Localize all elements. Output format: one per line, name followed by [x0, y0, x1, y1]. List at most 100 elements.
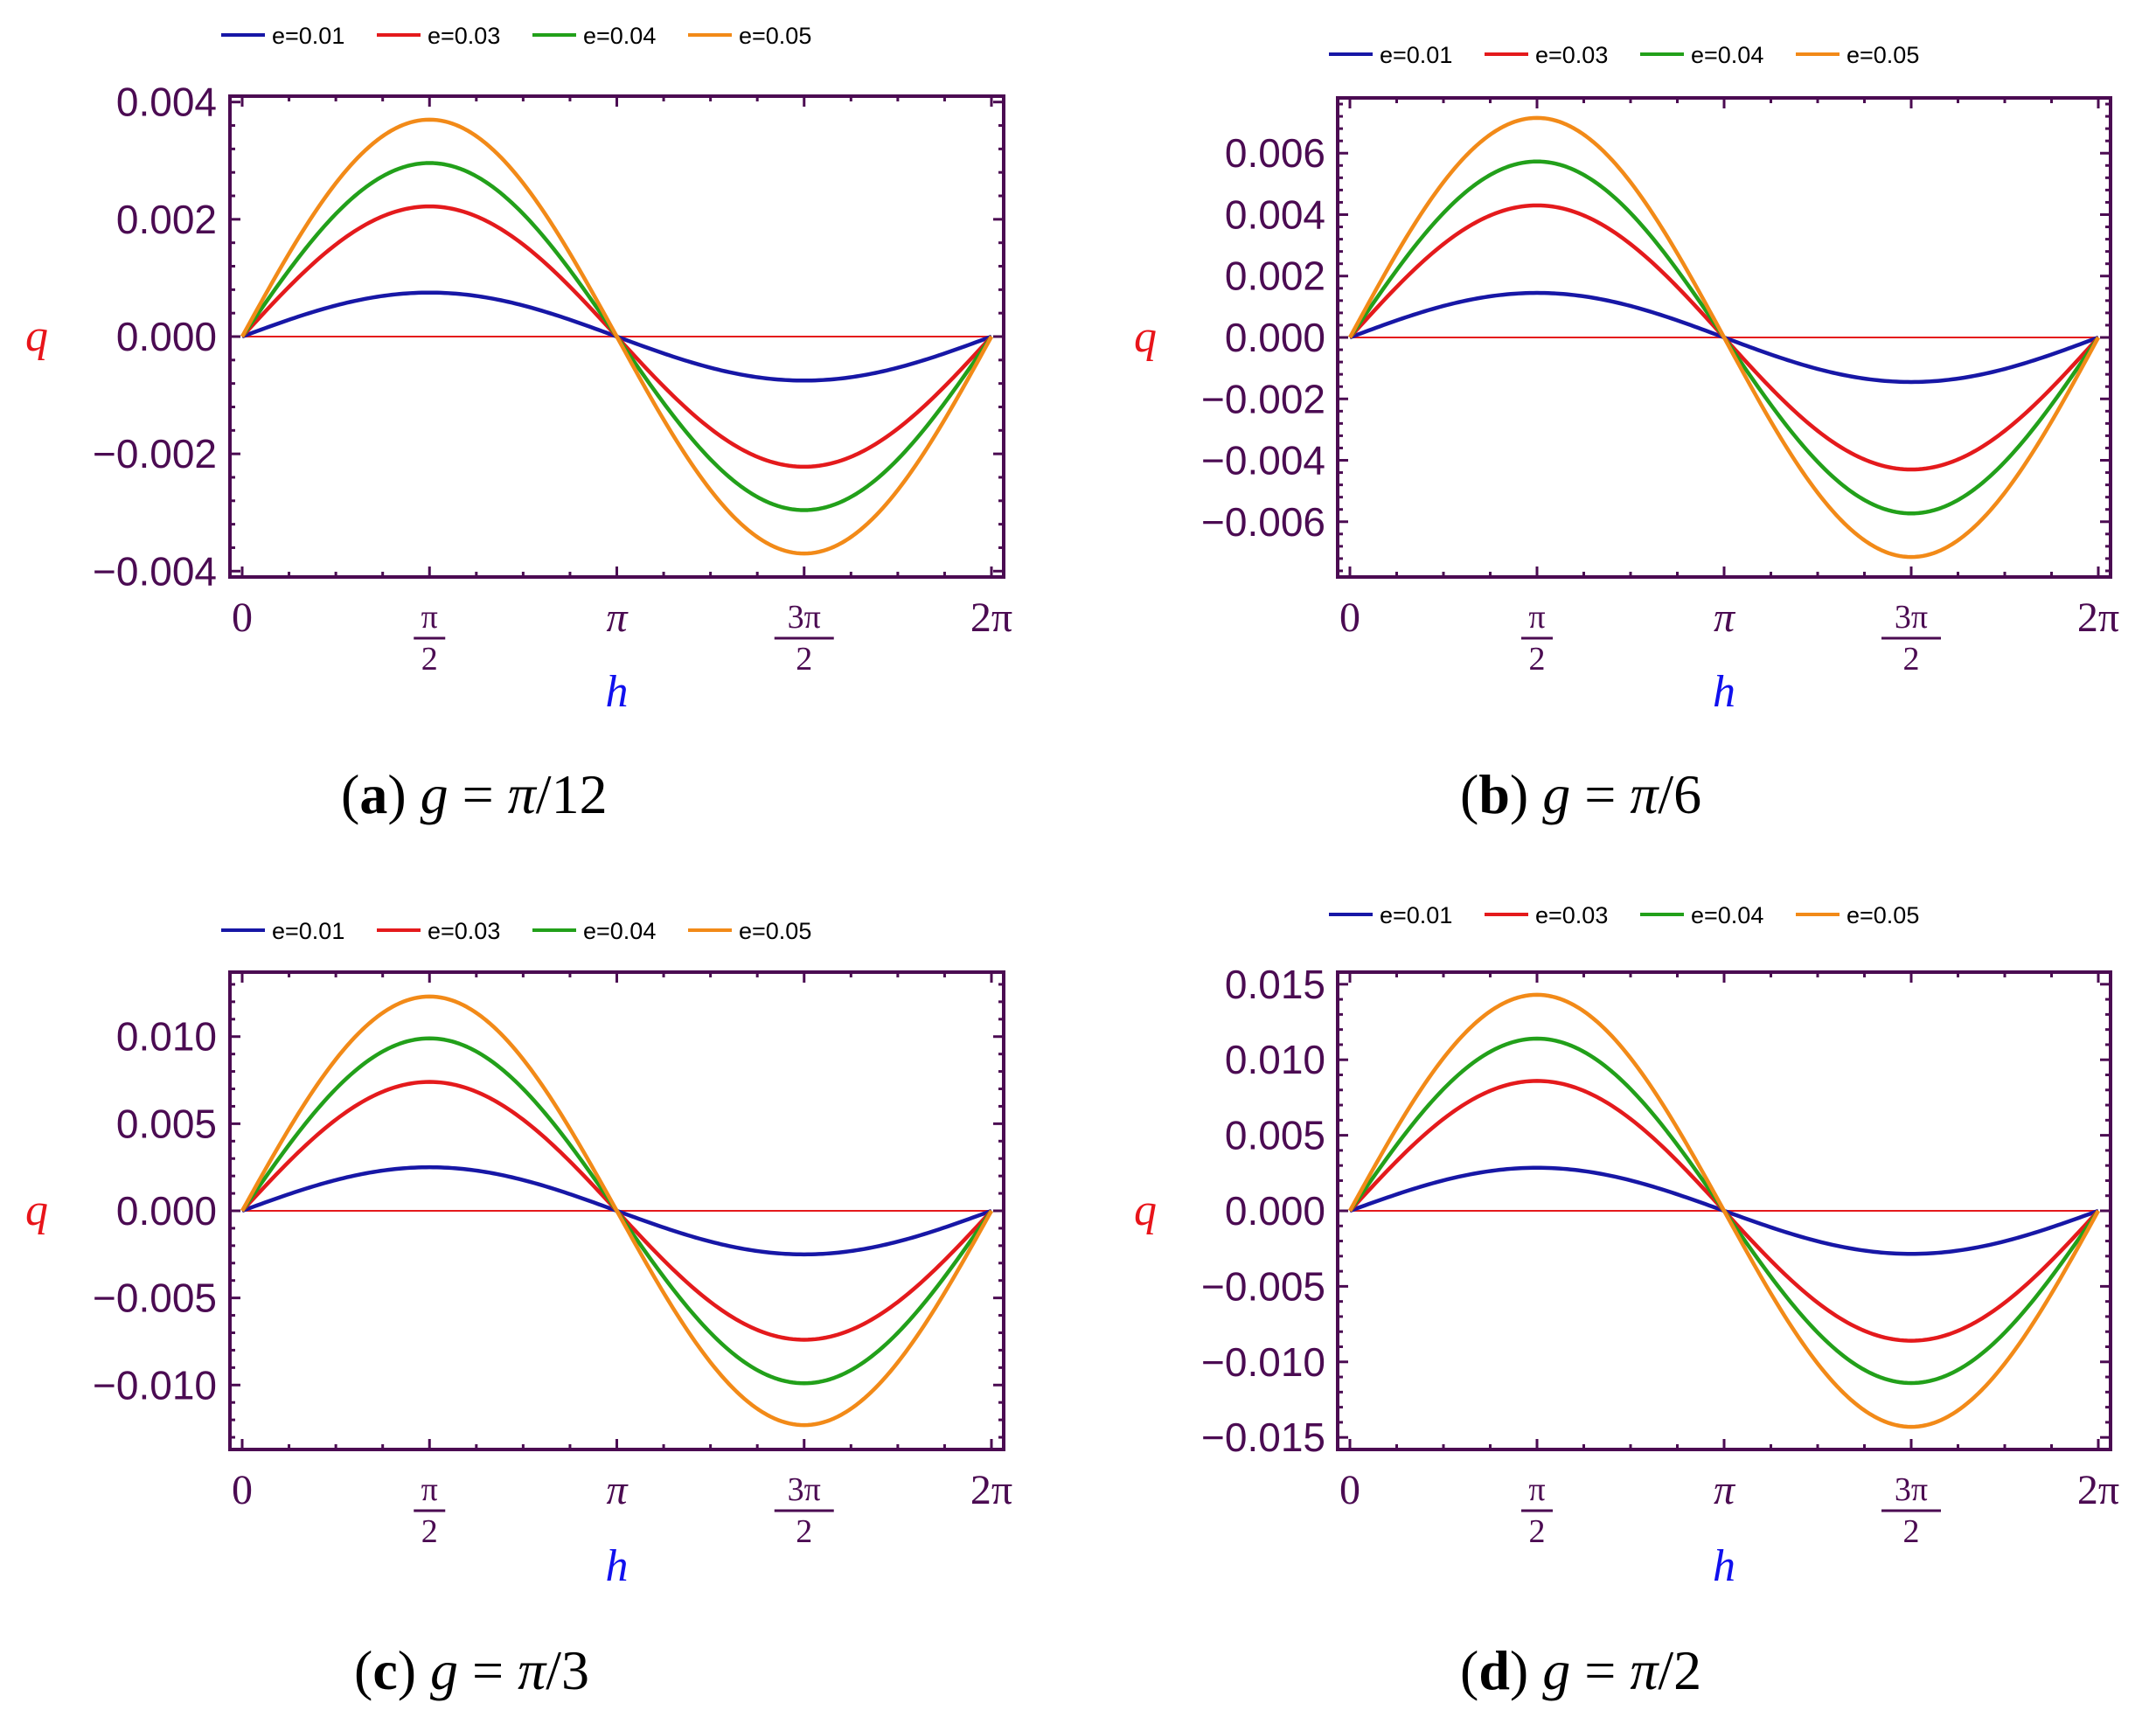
y-axis-label: q: [25, 1185, 48, 1235]
legend-label: e=0.03: [1535, 902, 1608, 928]
x-tick-label-fraction: π2: [1521, 599, 1553, 678]
x-tick-label-fraction: 3π2: [774, 599, 834, 678]
x-tick-label: π: [606, 594, 629, 641]
x-tick-label-denominator: 2: [1903, 641, 1920, 678]
legend-label: e=0.03: [1535, 42, 1608, 68]
x-tick-label-fraction: π2: [414, 599, 446, 678]
x-axis-label: h: [606, 667, 629, 717]
y-tick-label: 0.004: [1225, 191, 1325, 237]
y-tick-label: −0.010: [93, 1362, 217, 1408]
y-tick-label: −0.004: [1201, 438, 1325, 483]
x-tick-label-denominator: 2: [421, 1513, 438, 1550]
x-tick-label-numerator: 3π: [788, 599, 821, 636]
x-tick-label: 0: [232, 594, 253, 641]
x-tick-label-numerator: π: [421, 1471, 438, 1508]
x-tick-label: 2π: [2077, 594, 2119, 641]
x-tick-label-numerator: 3π: [788, 1471, 821, 1508]
x-tick-label-denominator: 2: [1903, 1513, 1920, 1550]
x-tick-label-fraction: π2: [1521, 1471, 1553, 1550]
legend-label: e=0.01: [272, 918, 344, 944]
x-tick-label: π: [1714, 594, 1736, 641]
y-tick-label: 0.015: [1225, 962, 1325, 1007]
y-axis-label: q: [1134, 1185, 1157, 1235]
x-axis-label: h: [1713, 667, 1735, 717]
panel-caption: (d) g = π/2: [1460, 1639, 1701, 1701]
y-tick-label: 0.000: [1225, 315, 1325, 360]
x-tick-label: 2π: [970, 594, 1012, 641]
legend: e=0.01 e=0.03 e=0.04 e=0.05: [221, 23, 811, 49]
x-axis-label: h: [1713, 1541, 1735, 1591]
legend: e=0.01 e=0.03 e=0.04 e=0.05: [221, 918, 811, 944]
x-tick-label: π: [606, 1467, 629, 1513]
y-tick-label: 0.000: [116, 314, 217, 359]
legend-label: e=0.04: [1691, 902, 1763, 928]
legend-label: e=0.05: [739, 918, 811, 944]
x-tick-label-denominator: 2: [1529, 641, 1546, 678]
y-tick-label: 0.004: [116, 80, 217, 125]
legend-label: e=0.01: [272, 23, 344, 49]
panel-caption: (c) g = π/3: [354, 1639, 589, 1701]
y-tick-label: −0.005: [93, 1276, 217, 1321]
legend: e=0.01 e=0.03 e=0.04 e=0.05: [1329, 42, 1919, 68]
legend-label: e=0.05: [739, 23, 811, 49]
series-line-e=0.05: [240, 117, 993, 556]
y-tick-label: −0.010: [1201, 1339, 1325, 1385]
y-axis-label: q: [1134, 312, 1157, 362]
x-tick-label-denominator: 2: [796, 1513, 812, 1550]
x-tick-label-fraction: 3π2: [1881, 1471, 1941, 1550]
x-tick-label-numerator: π: [1528, 1471, 1545, 1508]
x-tick-label-numerator: 3π: [1895, 599, 1928, 636]
legend-label: e=0.04: [583, 23, 656, 49]
panel-d: 0.015 0.010 0.005 0.000 −0.005 −0.010 −0.015 0 π…: [1134, 902, 2119, 1701]
x-tick-label: 2π: [2077, 1467, 2119, 1513]
x-tick-label-fraction: 3π2: [774, 1471, 834, 1550]
y-tick-label: 0.000: [116, 1188, 217, 1234]
legend-label: e=0.03: [428, 918, 500, 944]
legend-label: e=0.04: [1691, 42, 1763, 68]
y-tick-label: −0.004: [93, 548, 217, 594]
x-tick-label-numerator: π: [421, 599, 438, 636]
x-tick-label-denominator: 2: [1529, 1513, 1546, 1550]
panel-caption: (a) g = π/12: [341, 763, 608, 825]
x-tick-label-denominator: 2: [796, 641, 812, 678]
series-line-e=0.05: [1348, 992, 2100, 1429]
x-tick-label-numerator: 3π: [1895, 1471, 1928, 1508]
y-tick-label: 0.002: [1225, 254, 1325, 299]
panel-caption: (b) g = π/6: [1460, 763, 1701, 825]
y-tick-label: −0.006: [1201, 499, 1325, 545]
x-tick-label-fraction: 3π2: [1881, 599, 1941, 678]
panel-b: 0.006 0.004 0.002 0.000 −0.002 −0.004 −0.006 0 π…: [1134, 42, 2119, 825]
y-tick-label: 0.010: [1225, 1037, 1325, 1082]
x-tick-label: 0: [1339, 1467, 1360, 1513]
x-axis-label: h: [606, 1541, 629, 1591]
legend-label: e=0.01: [1380, 42, 1452, 68]
y-tick-label: 0.000: [1225, 1188, 1325, 1234]
y-tick-label: −0.002: [1201, 376, 1325, 421]
legend-label: e=0.04: [583, 918, 656, 944]
series-line-e=0.05: [1348, 115, 2100, 560]
legend: e=0.01 e=0.03 e=0.04 e=0.05: [1329, 902, 1919, 928]
legend-label: e=0.01: [1380, 902, 1452, 928]
y-tick-label: 0.006: [1225, 130, 1325, 176]
x-tick-label: 0: [232, 1467, 253, 1513]
x-tick-label: 2π: [970, 1467, 1012, 1513]
y-tick-label: −0.005: [1201, 1263, 1325, 1309]
x-tick-label: π: [1714, 1467, 1736, 1513]
x-tick-label: 0: [1339, 594, 1360, 641]
y-tick-label: 0.005: [1225, 1113, 1325, 1158]
legend-label: e=0.05: [1847, 902, 1919, 928]
legend-label: e=0.03: [428, 23, 500, 49]
y-tick-label: −0.015: [1201, 1415, 1325, 1460]
x-tick-label-numerator: π: [1528, 599, 1545, 636]
y-tick-label: 0.002: [116, 197, 217, 242]
y-tick-label: −0.002: [93, 431, 217, 476]
x-tick-label-denominator: 2: [421, 641, 438, 678]
y-tick-label: 0.010: [116, 1014, 217, 1060]
series-line-e=0.05: [240, 994, 993, 1428]
x-tick-label-fraction: π2: [414, 1471, 446, 1550]
legend-label: e=0.05: [1847, 42, 1919, 68]
y-tick-label: 0.005: [116, 1101, 217, 1146]
